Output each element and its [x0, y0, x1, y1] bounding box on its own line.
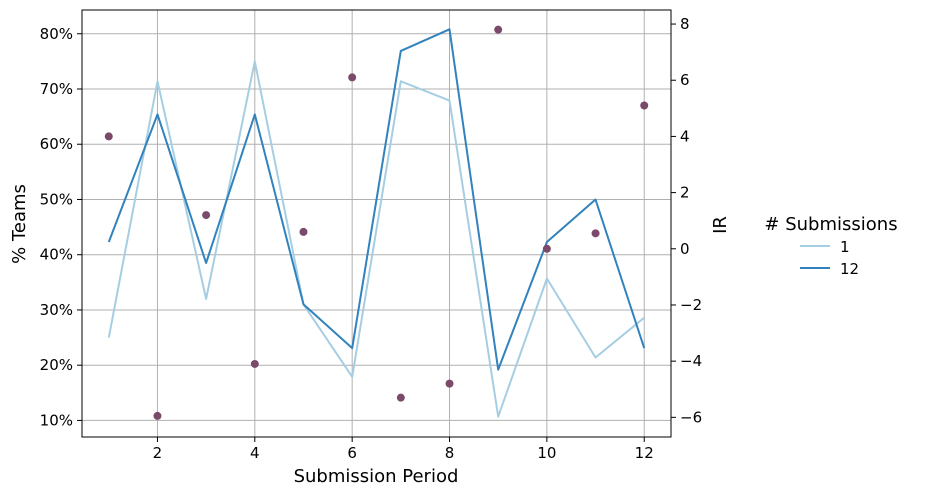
- ir-point: [202, 211, 211, 220]
- right-y-axis-label: IR: [710, 216, 731, 234]
- left-y-axis: 10% 20% 30% 40% 50% 60% 70% 80%: [40, 25, 82, 429]
- ir-point: [445, 379, 454, 388]
- right-y-tick-label: −6: [680, 408, 702, 426]
- left-y-tick-label: 10%: [40, 411, 73, 429]
- ir-point: [640, 101, 649, 110]
- ir-point: [104, 132, 113, 141]
- ir-point: [396, 393, 405, 402]
- right-y-tick-label: 6: [680, 71, 690, 89]
- plot-frame: [81, 9, 672, 438]
- left-y-tick-label: 40%: [40, 246, 73, 264]
- ir-point: [494, 25, 503, 34]
- series-line-12: [107, 28, 646, 371]
- ir-point: [542, 244, 551, 253]
- right-y-tick-label: 2: [680, 184, 690, 202]
- series-line-1: [107, 60, 645, 418]
- x-tick-label: 6: [347, 444, 357, 462]
- x-tick-label: 4: [250, 444, 260, 462]
- ir-point: [591, 229, 600, 238]
- ir-point: [348, 73, 357, 82]
- ir-points: [104, 25, 649, 420]
- grid-lines: [82, 10, 671, 437]
- left-y-tick-label: 80%: [40, 25, 73, 43]
- right-y-tick-label: 4: [680, 127, 690, 145]
- right-y-tick-label: 0: [680, 240, 690, 258]
- series-lines: [107, 28, 646, 418]
- left-y-tick-label: 20%: [40, 356, 73, 374]
- x-tick-label: 8: [445, 444, 455, 462]
- right-y-axis: −6 −4 −2 0 2 4 6 8: [671, 15, 702, 426]
- x-axis: 2 4 6 8 10 12: [153, 437, 654, 462]
- ir-point: [153, 411, 162, 420]
- legend: # Submissions 1 12: [764, 214, 897, 278]
- left-y-tick-label: 70%: [40, 80, 73, 98]
- x-tick-label: 2: [153, 444, 163, 462]
- x-tick-label: 12: [635, 444, 654, 462]
- left-y-tick-label: 30%: [40, 301, 73, 319]
- right-y-tick-label: −4: [680, 352, 702, 370]
- left-y-tick-label: 60%: [40, 135, 73, 153]
- x-tick-label: 10: [537, 444, 556, 462]
- legend-label-series-1: 1: [840, 238, 850, 256]
- legend-label-series-12: 12: [840, 260, 859, 278]
- ir-point: [250, 359, 259, 368]
- x-axis-label: Submission Period: [294, 466, 459, 487]
- ir-point: [299, 227, 308, 236]
- left-y-axis-label: % Teams: [9, 184, 30, 264]
- left-y-tick-label: 50%: [40, 190, 73, 208]
- legend-title: # Submissions: [764, 214, 897, 235]
- right-y-tick-label: 8: [680, 15, 690, 33]
- right-y-tick-label: −2: [680, 296, 702, 314]
